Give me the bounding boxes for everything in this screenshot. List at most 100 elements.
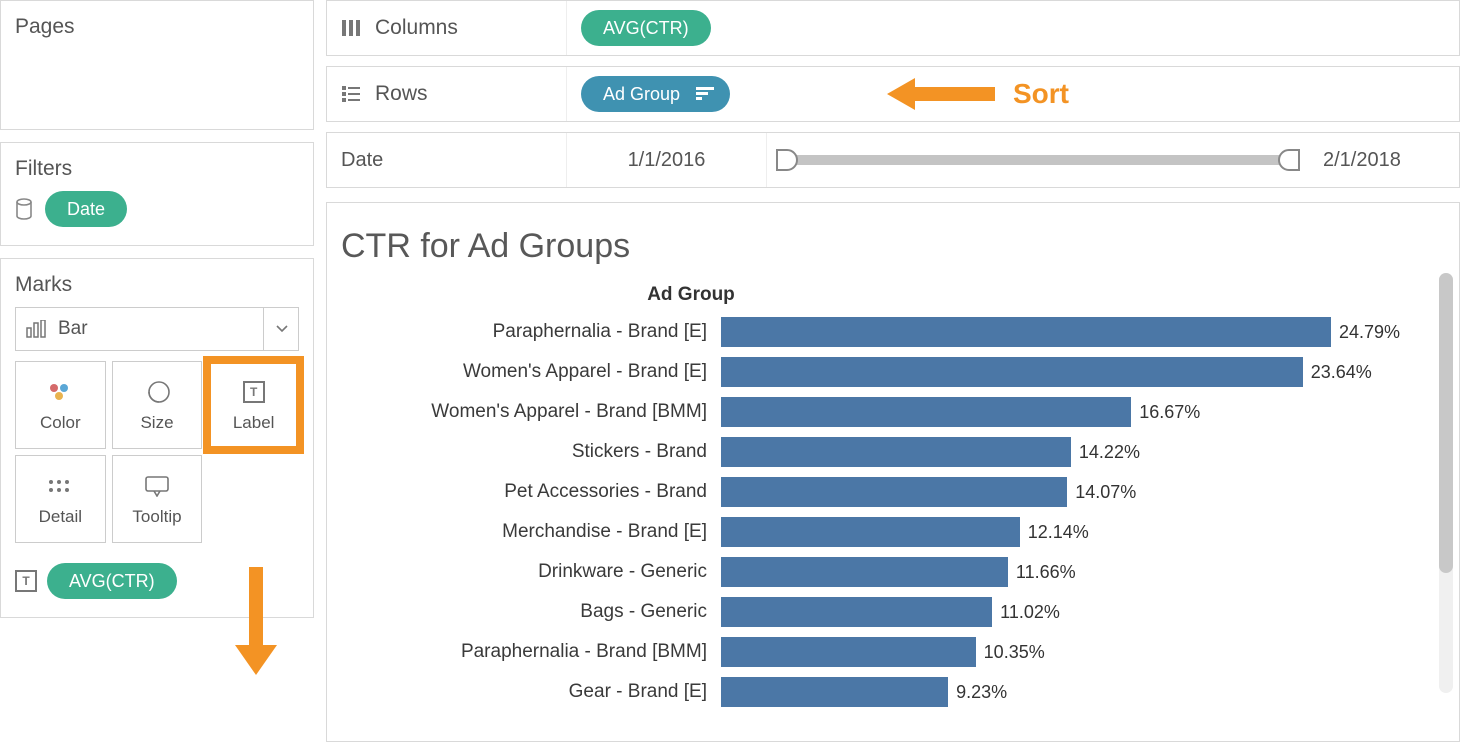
bar-row: Bags - Generic 11.02% [341,592,1445,632]
bar-value: 23.64% [1311,362,1372,383]
annotation-arrow-down [231,567,281,677]
bar-row: Women's Apparel - Brand [E] 23.64% [341,352,1445,392]
pages-panel: Pages [0,0,314,130]
chart-title: CTR for Ad Groups [341,227,1445,266]
bar-label: Paraphernalia - Brand [E] [341,321,721,343]
tooltip-icon [144,471,170,501]
bar-row: Merchandise - Brand [E] 12.14% [341,512,1445,552]
bar-canvas: 10.35% [721,637,1445,667]
sort-icon [696,87,714,101]
date-filter-bar: Date 1/1/2016 2/1/2018 [326,132,1460,188]
bar-value: 12.14% [1028,522,1089,543]
bar-label: Stickers - Brand [341,441,721,463]
marks-panel: Marks Bar [0,258,314,618]
bar-canvas: 16.67% [721,397,1445,427]
columns-icon [341,19,361,37]
marks-tooltip[interactable]: Tooltip [112,455,203,543]
slider-handle-right[interactable] [1278,149,1300,171]
rows-icon [341,85,361,103]
bar-value: 10.35% [984,642,1045,663]
marks-tooltip-label: Tooltip [132,507,181,527]
bar-canvas: 23.64% [721,357,1445,387]
bar[interactable] [721,437,1071,467]
bar-row: Paraphernalia - Brand [BMM] 10.35% [341,632,1445,672]
chart-scrollbar[interactable] [1439,273,1453,693]
annotation-sort-arrow: Sort [887,74,1069,114]
bar-row: Paraphernalia - Brand [E] 24.79% [341,312,1445,352]
date-slider[interactable] [767,155,1309,165]
bar-value: 11.66% [1016,562,1076,583]
rows-pill[interactable]: Ad Group [581,76,730,112]
bar-canvas: 24.79% [721,317,1445,347]
bar[interactable] [721,357,1303,387]
chart-axis-title: Ad Group [631,284,751,306]
database-icon [15,198,33,220]
bar[interactable] [721,637,976,667]
marks-detail[interactable]: Detail [15,455,106,543]
rows-shelf: Rows Ad Group Sort [326,66,1460,122]
bar[interactable] [721,677,948,707]
marks-color-label: Color [40,413,81,433]
bar[interactable] [721,477,1067,507]
bar-value: 16.67% [1139,402,1200,423]
chevron-down-icon [263,308,288,350]
bar-label: Women's Apparel - Brand [BMM] [341,401,721,423]
date-filter-end: 2/1/2018 [1309,149,1459,172]
date-filter-label: Date [327,133,567,187]
filters-title: Filters [15,157,299,181]
label-icon: T [243,377,265,407]
rows-label: Rows [375,82,428,106]
bar-canvas: 14.07% [721,477,1445,507]
bar-value: 24.79% [1339,322,1400,343]
bar-canvas: 12.14% [721,517,1445,547]
size-icon [144,377,170,407]
bar-value: 14.22% [1079,442,1140,463]
bar-row: Stickers - Brand 14.22% [341,432,1445,472]
slider-handle-left[interactable] [776,149,798,171]
marks-color[interactable]: Color [15,361,106,449]
bar-label: Bags - Generic [341,601,721,623]
bar-label: Paraphernalia - Brand [BMM] [341,641,721,663]
chart-area: CTR for Ad Groups Ad Group Paraphernalia… [326,202,1460,742]
bar-canvas: 11.66% [721,557,1445,587]
marks-label[interactable]: T Label [208,361,299,449]
marks-label-label: Label [233,413,275,433]
bar-canvas: 14.22% [721,437,1445,467]
marks-label-pill[interactable]: AVG(CTR) [47,563,177,599]
annotation-sort-text: Sort [1013,78,1069,110]
pages-title: Pages [15,15,299,39]
bar-label: Drinkware - Generic [341,561,721,583]
marks-type-label: Bar [58,318,88,340]
bar[interactable] [721,597,992,627]
rows-pill-label: Ad Group [603,84,680,105]
color-icon [47,377,73,407]
bar-row: Pet Accessories - Brand 14.07% [341,472,1445,512]
bar-row: Women's Apparel - Brand [BMM] 16.67% [341,392,1445,432]
marks-type-selector[interactable]: Bar [15,307,299,351]
bar-value: 9.23% [956,682,1007,703]
bar-row: Drinkware - Generic 11.66% [341,552,1445,592]
marks-size[interactable]: Size [112,361,203,449]
marks-title: Marks [15,273,299,297]
bar-label: Gear - Brand [E] [341,681,721,703]
bar-label: Pet Accessories - Brand [341,481,721,503]
bar-value: 14.07% [1075,482,1136,503]
columns-label: Columns [375,16,458,40]
bar-row: Gear - Brand [E] 9.23% [341,672,1445,712]
filters-panel: Filters Date [0,142,314,246]
bar[interactable] [721,557,1008,587]
chart-scrollbar-thumb[interactable] [1439,273,1453,573]
bar-canvas: 11.02% [721,597,1445,627]
filter-date-pill[interactable]: Date [45,191,127,227]
detail-icon [47,471,73,501]
bar[interactable] [721,517,1020,547]
bar[interactable] [721,317,1331,347]
bar[interactable] [721,397,1131,427]
bar-canvas: 9.23% [721,677,1445,707]
columns-shelf: Columns AVG(CTR) [326,0,1460,56]
marks-detail-label: Detail [39,507,82,527]
bar-value: 11.02% [1000,602,1060,623]
bar-label: Women's Apparel - Brand [E] [341,361,721,383]
bar-label: Merchandise - Brand [E] [341,521,721,543]
columns-pill[interactable]: AVG(CTR) [581,10,711,46]
